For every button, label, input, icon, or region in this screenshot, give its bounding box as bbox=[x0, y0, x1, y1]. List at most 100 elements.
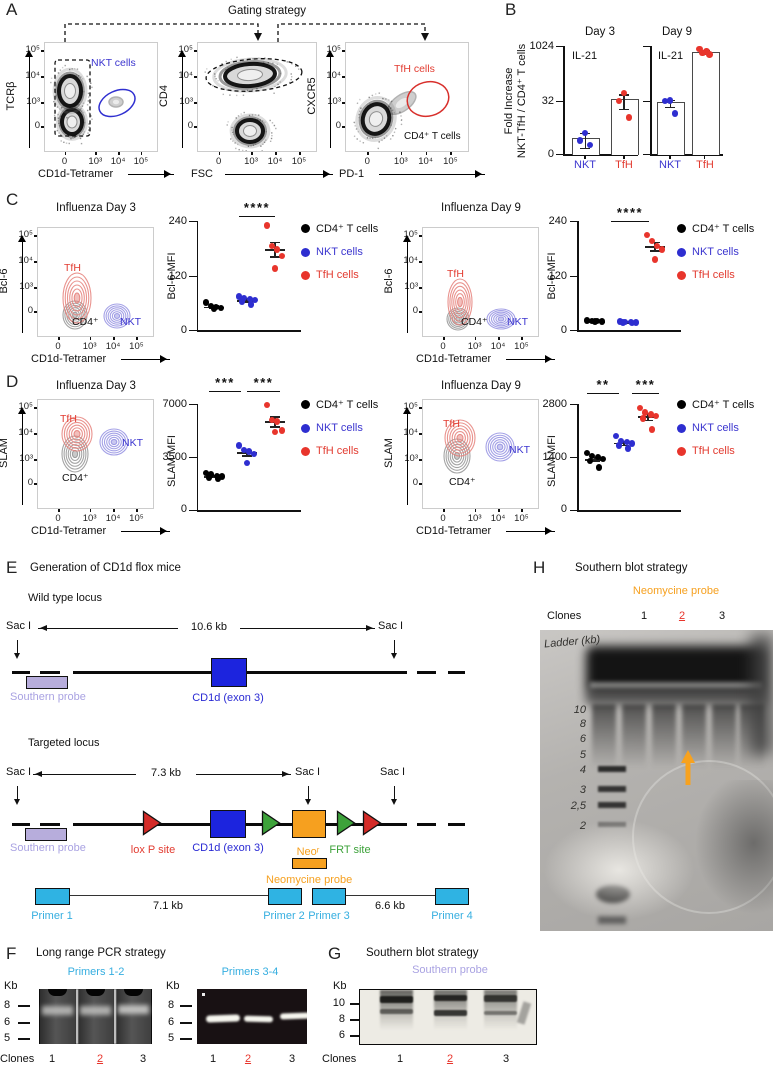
data-point bbox=[696, 45, 703, 53]
y-tick-mark bbox=[194, 76, 197, 78]
tick bbox=[570, 275, 578, 278]
x-tick-mark bbox=[58, 337, 60, 340]
tfh-cells-label: TfH cells bbox=[394, 63, 435, 75]
bar bbox=[610, 99, 639, 155]
red-dot-icon bbox=[677, 270, 686, 280]
x-tick-mark bbox=[450, 152, 452, 155]
data-point bbox=[666, 97, 674, 104]
hand-3: 3 bbox=[579, 784, 586, 796]
data-point bbox=[639, 415, 647, 422]
x-tick-mark bbox=[443, 337, 445, 340]
tick bbox=[189, 275, 197, 278]
panel-e-label: E bbox=[6, 558, 18, 577]
y-axis-arrow bbox=[18, 235, 27, 333]
data-point bbox=[599, 455, 607, 463]
x-tick-mark bbox=[118, 152, 120, 155]
contour-blob bbox=[226, 111, 277, 151]
data-point bbox=[271, 428, 279, 436]
legend-cd4: CD4⁺ T cells bbox=[692, 399, 755, 411]
pcr-band-7kb bbox=[80, 1006, 111, 1015]
connector-2 bbox=[277, 23, 426, 42]
data-point bbox=[581, 129, 589, 137]
error-cap bbox=[269, 416, 280, 418]
x-axis-label: CD1d-Tetramer bbox=[38, 168, 114, 180]
data-point bbox=[218, 473, 226, 480]
error-cap bbox=[269, 256, 280, 258]
x-axis-arrow bbox=[121, 355, 170, 364]
data-point bbox=[278, 252, 286, 260]
day3-title: Day 3 bbox=[584, 26, 616, 38]
y-tick-label: 10³ bbox=[404, 453, 418, 464]
y-tick-label: 10⁵ bbox=[25, 44, 40, 55]
panel-e-title: Generation of CD1d flox mice bbox=[30, 562, 181, 574]
blue-dot-icon bbox=[301, 247, 310, 257]
sac1-label: Sac I bbox=[380, 766, 406, 778]
red-dot-icon bbox=[301, 446, 310, 456]
category-tick bbox=[623, 155, 625, 159]
clone-2: 2 bbox=[96, 1053, 104, 1065]
pcr-band-6-6kb bbox=[243, 1015, 274, 1023]
contour-blob bbox=[444, 419, 476, 457]
loxp-label: lox P site bbox=[130, 844, 176, 856]
tfh-label: TfH bbox=[60, 413, 77, 425]
x-tick-label: 10⁴ bbox=[490, 513, 506, 524]
gel-lane bbox=[78, 989, 113, 1044]
sig-line bbox=[209, 391, 241, 392]
y-tick-mark bbox=[194, 126, 197, 128]
cd1d-exon3-box bbox=[210, 810, 246, 838]
band bbox=[484, 995, 517, 1002]
x-tick-mark bbox=[474, 337, 477, 340]
data-point bbox=[247, 301, 255, 308]
black-dot-icon bbox=[301, 400, 310, 409]
hand-2-5: 2,5 bbox=[570, 800, 586, 812]
nkt-label: NKT bbox=[122, 437, 143, 449]
ytick: 0 bbox=[560, 324, 567, 336]
tick bbox=[556, 153, 564, 156]
data-point bbox=[588, 452, 596, 460]
data-point bbox=[271, 265, 279, 272]
ladder-band-4 bbox=[598, 766, 626, 772]
tfh-label: TfH bbox=[64, 262, 81, 274]
x-axis-arrow bbox=[379, 170, 485, 179]
ladder-10: 10 bbox=[332, 997, 345, 1009]
tick bbox=[570, 329, 578, 332]
gel-well bbox=[86, 989, 105, 996]
tick bbox=[570, 509, 578, 512]
ytick: 120 bbox=[168, 270, 187, 282]
tick bbox=[643, 45, 651, 48]
data-point bbox=[651, 256, 659, 263]
panel-h-title: Southern blot strategy bbox=[575, 562, 688, 574]
pcr-gel-primers-3-4 bbox=[197, 989, 307, 1044]
x-tick-mark bbox=[521, 337, 523, 340]
flow-contour-plot bbox=[62, 272, 131, 330]
ytick: 120 bbox=[548, 270, 567, 282]
legend-row: NKT cells bbox=[677, 422, 754, 434]
data-point bbox=[202, 469, 210, 477]
error-cap bbox=[618, 444, 629, 446]
clone-3: 3 bbox=[502, 1053, 510, 1065]
pcr-band-7kb bbox=[118, 1005, 149, 1014]
panel-c-label: C bbox=[6, 190, 19, 209]
y-tick-mark bbox=[34, 483, 37, 485]
error-cap bbox=[242, 301, 252, 303]
x-tick-mark bbox=[498, 509, 500, 512]
flow-plot-cd4-vs-fsc bbox=[197, 42, 317, 152]
ytick: 240 bbox=[168, 215, 187, 227]
contour-blob bbox=[50, 64, 93, 119]
clones-label: Clones bbox=[0, 1053, 35, 1065]
error-cap bbox=[269, 241, 280, 243]
x-tick-label: 10³ bbox=[244, 156, 258, 167]
flow-plot-cxcr5-vs-pd1: TfH cells CD4⁺ T cells bbox=[345, 42, 469, 152]
y-axis-arrow bbox=[18, 407, 27, 505]
data-point bbox=[246, 295, 254, 303]
x-tick-label: 10⁴ bbox=[267, 156, 283, 167]
ladder-5: 5 bbox=[168, 1032, 175, 1044]
cd4-label: CD4⁺ bbox=[72, 316, 99, 328]
bar bbox=[691, 52, 720, 155]
locus-line-dash bbox=[448, 671, 465, 674]
kb-label: Kb bbox=[4, 980, 18, 992]
legend-row: TfH cells bbox=[677, 445, 754, 457]
flow-contour-plot bbox=[443, 419, 515, 474]
x-tick-mark bbox=[275, 152, 277, 155]
y-axis-label: SLAM bbox=[0, 438, 10, 468]
